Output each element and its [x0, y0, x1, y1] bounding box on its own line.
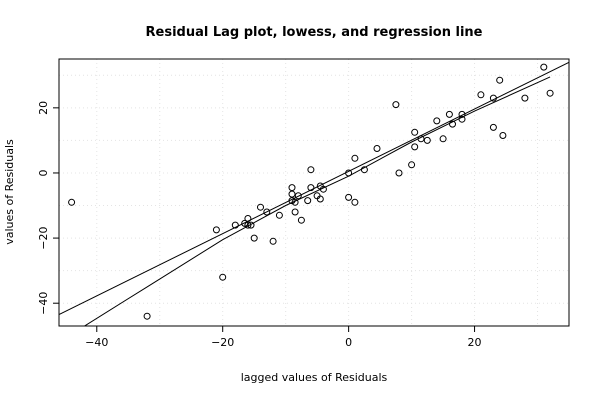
data-point	[345, 193, 353, 201]
data-point	[269, 237, 277, 245]
data-point	[257, 203, 264, 211]
data-point	[288, 190, 296, 198]
data-point	[458, 115, 466, 123]
data-point	[411, 128, 419, 136]
data-point	[219, 273, 227, 281]
data-point	[351, 154, 359, 162]
plot-frame	[58, 58, 570, 327]
data-point	[275, 211, 283, 219]
data-point	[68, 198, 76, 206]
data-point	[360, 166, 368, 174]
data-point	[244, 221, 252, 229]
data-point	[250, 234, 258, 242]
data-point	[291, 198, 299, 206]
data-point	[395, 169, 403, 177]
data-point	[411, 143, 419, 151]
data-point	[449, 120, 456, 128]
data-point	[319, 185, 327, 193]
data-point	[546, 89, 554, 97]
data-point	[294, 192, 302, 200]
data-point	[143, 312, 151, 320]
data-point	[307, 184, 315, 192]
x-tick-label: 0	[345, 336, 352, 349]
y-tick-label: 0	[37, 169, 50, 176]
data-point	[231, 221, 239, 229]
data-point	[297, 216, 305, 224]
data-point	[489, 123, 497, 131]
data-point	[373, 145, 381, 152]
data-point	[417, 135, 425, 143]
y-tick-label: −40	[37, 292, 50, 315]
data-point	[291, 208, 299, 216]
data-point	[307, 166, 315, 174]
data-point	[433, 117, 441, 125]
axis-ticks: −40 −20 0 20 −40 −20 0 20	[37, 101, 482, 349]
data-point	[304, 197, 312, 205]
data-point	[499, 132, 507, 139]
chart-title: Residual Lag plot, lowess, and regressio…	[146, 25, 483, 40]
data-point	[445, 110, 453, 118]
data-point	[316, 195, 324, 203]
data-point	[392, 101, 400, 109]
data-point	[439, 135, 447, 143]
data-point	[345, 169, 353, 177]
data-point	[244, 215, 252, 222]
y-axis-label: values of Residuals	[3, 139, 16, 245]
data-points	[68, 63, 554, 320]
data-point	[496, 76, 504, 84]
data-point	[477, 91, 485, 99]
data-point	[288, 184, 296, 192]
fit-lines	[59, 61, 569, 326]
data-point	[351, 198, 359, 206]
data-point	[247, 221, 255, 229]
x-tick-label: 20	[468, 336, 482, 349]
data-point	[521, 94, 529, 102]
data-point	[540, 63, 548, 71]
y-tick-label: −20	[37, 226, 50, 249]
data-point	[423, 136, 431, 144]
x-tick-label: −20	[211, 336, 234, 349]
data-point	[263, 208, 271, 216]
x-axis-label: lagged values of Residuals	[241, 371, 388, 384]
data-point	[489, 94, 497, 102]
y-tick-label: 20	[37, 101, 50, 115]
data-point	[212, 226, 220, 234]
data-point	[458, 110, 466, 118]
x-tick-label: −40	[85, 336, 108, 349]
grid	[59, 59, 569, 326]
data-point	[408, 161, 416, 169]
